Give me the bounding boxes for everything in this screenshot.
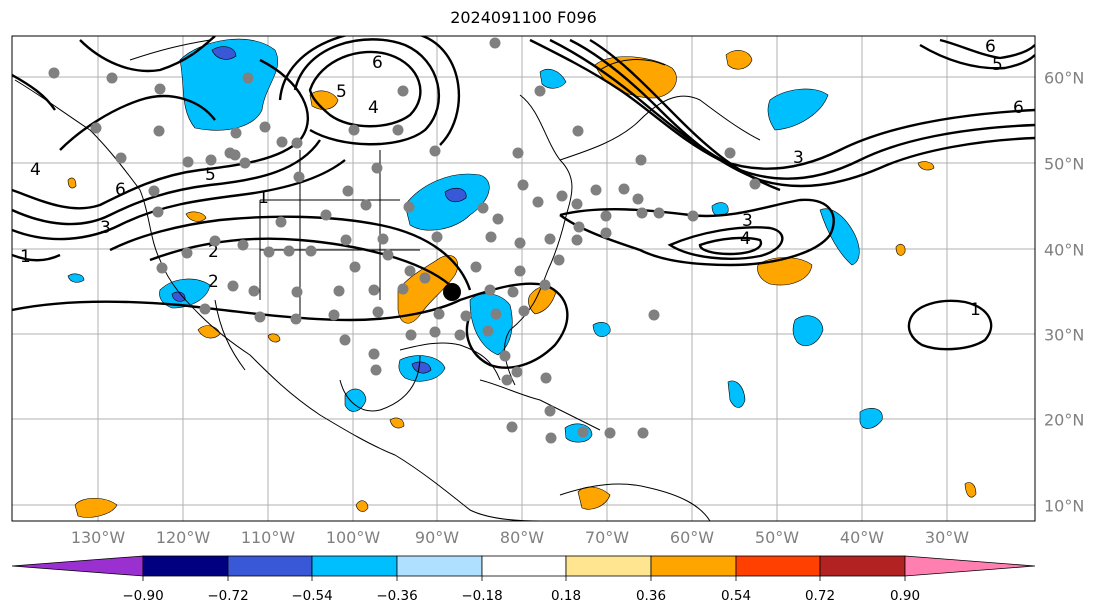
contour-lines (12, 36, 1035, 369)
shaded-fields (67, 38, 977, 518)
lon-label: 100°W (325, 528, 381, 547)
lon-label: 50°W (754, 528, 800, 547)
contour-label: 6 (372, 53, 383, 73)
lon-label: 70°W (584, 528, 630, 547)
blue-field-southeast (469, 293, 513, 356)
colorbar-tick-label: −0.72 (207, 588, 249, 604)
blue-field-labrador (767, 88, 829, 131)
blue-field-great-lakes-dark (444, 187, 467, 203)
lon-label: 90°W (414, 528, 460, 547)
colorbar-bin (481, 555, 567, 577)
contour-label: 1 (258, 188, 269, 208)
contour-label: 3 (793, 148, 804, 168)
contour-label: 4 (368, 98, 379, 118)
colorbar-tick-label: −0.54 (291, 588, 333, 604)
colorbar-under-extension (11, 555, 144, 577)
colorbar-bin (819, 555, 906, 577)
colorbar-ticks (142, 576, 906, 581)
orange-field-pacific-sw (74, 497, 118, 518)
blue-field-canada-dark (211, 46, 237, 60)
blue-field-gulf-dark (411, 361, 432, 374)
lat-label: 40°N (1044, 240, 1085, 260)
blue-field-atlantic-4 (727, 380, 746, 408)
contour-label-group: 6 4 5 6 6 3 6 4 5 1 1 3 2 2 3 4 1 5 6 3 … (20, 37, 1024, 320)
colorbar-over-extension (904, 555, 1036, 577)
blue-field-atlantic-1 (819, 208, 860, 266)
orange-field-small-1 (185, 211, 207, 222)
blue-field-mexico (344, 388, 367, 412)
colorbar-tick-label: −0.36 (376, 588, 418, 604)
colorbar-tick-label: −0.90 (122, 588, 164, 604)
orange-field-small-3 (389, 417, 405, 429)
contour-label: 2 (208, 272, 219, 292)
blue-field-small-1 (539, 69, 567, 89)
contour-label: 1 (20, 247, 31, 267)
lon-label: 40°W (839, 528, 885, 547)
location-marker (443, 283, 461, 301)
coastlines (14, 39, 761, 521)
contour-label: 5 (336, 82, 347, 102)
blue-field-pacific (159, 278, 211, 309)
blue-field-small-3 (592, 322, 611, 338)
orange-field-east (397, 255, 459, 324)
colorbar-bin (396, 555, 483, 577)
blue-field-atlantic-2 (792, 315, 824, 346)
contour-label: 2 (208, 242, 219, 262)
blue-field-small-2 (711, 202, 729, 217)
lat-label: 20°N (1044, 410, 1085, 430)
blue-field-canada (179, 38, 279, 131)
lon-label: 130°W (70, 528, 126, 547)
colorbar-bin (735, 555, 821, 577)
colorbar (11, 555, 1036, 581)
contour-label: 6 (115, 180, 126, 200)
lon-label: 120°W (155, 528, 211, 547)
colorbar-tick-label: 0.72 (804, 588, 836, 604)
colorbar-tick-label: −0.18 (461, 588, 503, 604)
lon-label: 110°W (240, 528, 296, 547)
orange-field-small-6 (67, 177, 77, 189)
contour-label: 1 (970, 300, 981, 320)
orange-field-small-7 (964, 482, 977, 498)
blue-field-great-lakes (404, 173, 490, 231)
lat-label: 50°N (1044, 154, 1085, 174)
contour-label: 4 (740, 229, 751, 249)
graticule (12, 36, 1035, 521)
colorbar-tick-label: 0.36 (635, 588, 667, 604)
colorbar-bin (142, 555, 229, 577)
colorbar-tick-label: 0.90 (889, 588, 921, 604)
contour-label: 5 (992, 55, 1003, 75)
lon-label: 30°W (924, 528, 970, 547)
orange-field-south-america (577, 486, 611, 510)
orange-field-small-5 (895, 243, 906, 256)
colorbar-bin (227, 555, 313, 577)
contour-label: 3 (100, 218, 111, 238)
lon-label: 60°W (669, 528, 715, 547)
map-title: 2024091100 F096 (450, 8, 597, 27)
colorbar-tick-label: 0.54 (720, 588, 752, 604)
contour-label: 6 (985, 37, 996, 57)
contour-label: 6 (1013, 98, 1024, 118)
colorbar-bin (650, 555, 737, 577)
orange-field-small-4 (917, 161, 935, 171)
contour-label: 4 (30, 160, 41, 180)
colorbar-bin (565, 555, 652, 577)
lat-label: 60°N (1044, 68, 1085, 88)
orange-field-baja (197, 325, 221, 339)
map-frame (11, 35, 1036, 522)
blue-field-atlantic-3 (859, 407, 883, 429)
orange-field-small-8 (267, 333, 281, 343)
contour-label: 3 (742, 211, 753, 231)
orange-field-canada-1 (309, 90, 339, 110)
lat-label: 30°N (1044, 325, 1085, 345)
lat-label: 10°N (1044, 496, 1085, 516)
orange-field-canada-2 (725, 50, 753, 70)
contour-label: 5 (205, 165, 216, 185)
colorbar-tick-label: 0.18 (550, 588, 582, 604)
lon-label: 80°W (499, 528, 545, 547)
orange-field-small-2 (355, 500, 369, 512)
blue-field-small-4 (67, 273, 85, 283)
station-dots (48, 37, 761, 444)
colorbar-bin (311, 555, 398, 577)
